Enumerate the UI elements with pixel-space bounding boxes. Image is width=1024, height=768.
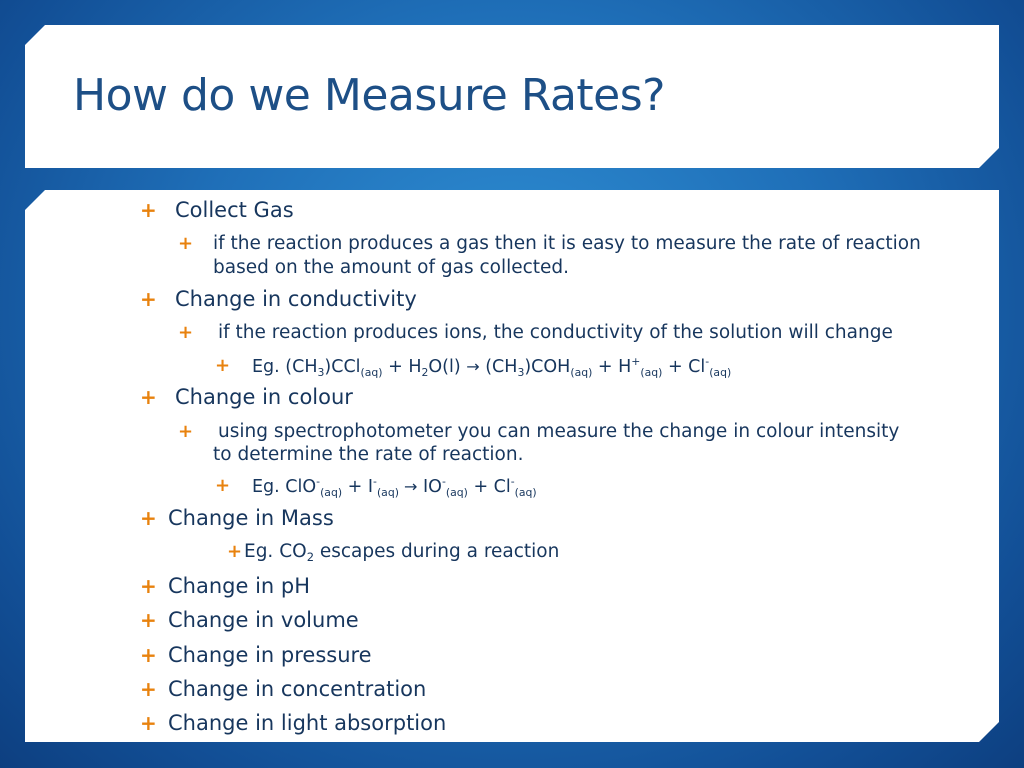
bullet-label: Change in colour (175, 385, 353, 409)
eq-part: )COH (524, 357, 571, 377)
eq-sub: 2 (421, 366, 429, 379)
plus-bullet-icon: + (140, 608, 157, 632)
eq-part: + Cl (662, 357, 706, 377)
eq-part: + I (342, 477, 374, 497)
sub-bullet-text: using spectrophotometer you can measure … (218, 421, 900, 442)
equation-text: Eg. ClO-(aq) + I-(aq) → IO-(aq) + Cl-(aq… (252, 475, 537, 499)
eq-sub: (aq) (320, 486, 343, 499)
plus-bullet-icon: + (227, 541, 243, 562)
eq-part: + H (592, 357, 632, 377)
eq-part: IO (417, 477, 442, 497)
eq-part: (CH (479, 357, 518, 377)
eq-sup: - (373, 475, 377, 488)
sub-bullet-text-continued: based on the amount of gas collected. (213, 257, 570, 278)
eq-sub: (aq) (360, 366, 383, 379)
bullet-label: Change in pH (168, 574, 311, 598)
plus-bullet-icon: + (178, 233, 194, 254)
eq-sub: (aq) (514, 486, 537, 499)
bullet-label: Change in light absorption (168, 711, 447, 735)
title-panel (25, 25, 999, 168)
eq-sub: (aq) (376, 486, 399, 499)
slide-title: How do we Measure Rates? (73, 70, 666, 121)
eq-sub: (aq) (445, 486, 468, 499)
plus-bullet-icon: + (140, 643, 157, 667)
bullet-label: Change in conductivity (175, 287, 417, 311)
bullet-label: Change in Mass (168, 506, 334, 530)
eq-sup: - (510, 475, 515, 488)
eq-sub: (aq) (570, 366, 593, 379)
eq-part: Eg. ClO (252, 477, 317, 497)
eq-sup: + (631, 355, 641, 368)
eq-sub: 3 (317, 366, 325, 379)
eq-part: Eg. CO (244, 541, 307, 562)
plus-bullet-icon: + (140, 574, 157, 598)
eq-sup: - (441, 475, 446, 488)
plus-bullet-icon: + (215, 475, 231, 496)
content-panel (25, 190, 999, 742)
arrow-icon: → (398, 477, 418, 496)
eq-sup: - (705, 355, 710, 368)
eq-part: + H (382, 357, 422, 377)
bullet-label: Change in pressure (168, 643, 372, 667)
sub-bullet-text: if the reaction produces ions, the condu… (218, 322, 893, 343)
eq-part: escapes during a reaction (313, 541, 560, 562)
eq-part: )CCl (324, 357, 361, 377)
sub-bullet-text: Eg. CO2 escapes during a reaction (244, 541, 559, 564)
eq-part: Eg. (CH (252, 357, 318, 377)
plus-bullet-icon: + (215, 355, 231, 376)
plus-bullet-icon: + (140, 506, 157, 530)
equation-text: Eg. (CH3)CCl(aq) + H2O(l) → (CH3)COH(aq)… (252, 355, 731, 379)
arrow-icon: → (466, 357, 480, 376)
plus-bullet-icon: + (178, 322, 194, 343)
eq-sub: (aq) (709, 366, 732, 379)
sub-bullet-text-continued: to determine the rate of reaction. (213, 444, 524, 465)
plus-bullet-icon: + (140, 198, 157, 222)
eq-sub: 3 (517, 366, 525, 379)
eq-sup: - (316, 475, 321, 488)
eq-sub: 2 (306, 550, 314, 564)
sub-bullet-text: if the reaction produces a gas then it i… (213, 233, 921, 254)
plus-bullet-icon: + (140, 385, 157, 409)
bullet-label: Change in concentration (168, 677, 427, 701)
bullet-label: Change in volume (168, 608, 359, 632)
eq-part: + Cl (467, 477, 511, 497)
plus-bullet-icon: + (178, 421, 194, 442)
plus-bullet-icon: + (140, 711, 157, 735)
bullet-label: Collect Gas (175, 198, 294, 222)
plus-bullet-icon: + (140, 287, 157, 311)
eq-sub: (aq) (640, 366, 663, 379)
plus-bullet-icon: + (140, 677, 157, 701)
eq-part: O(l) (428, 357, 467, 377)
